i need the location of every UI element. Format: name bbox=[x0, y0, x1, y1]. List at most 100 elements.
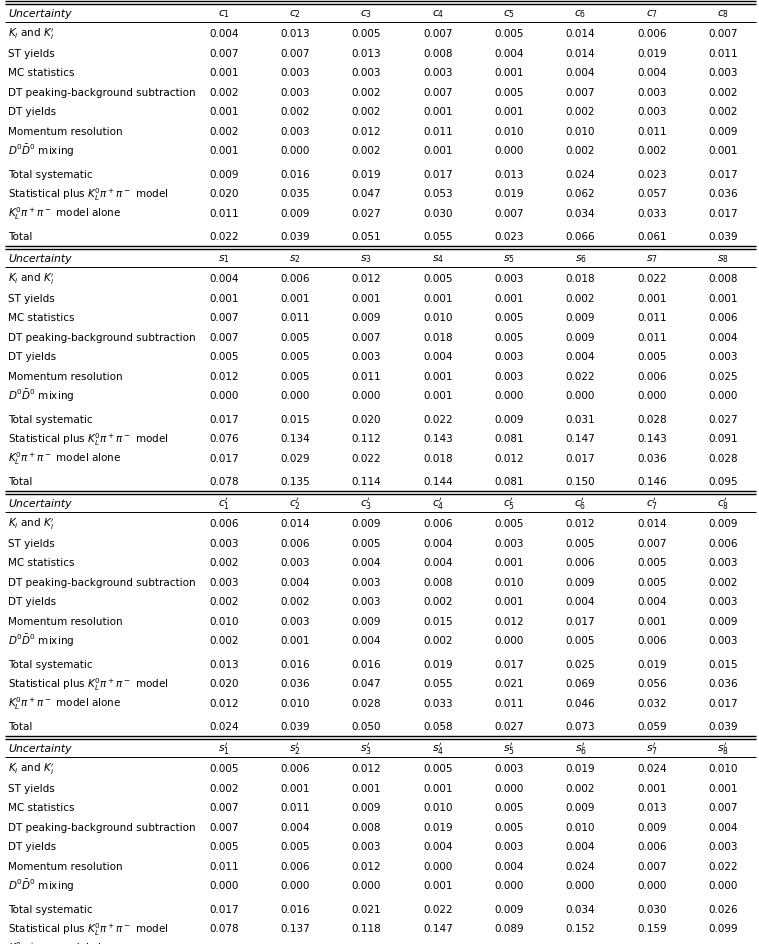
Text: 0.152: 0.152 bbox=[565, 923, 596, 934]
Text: 0.018: 0.018 bbox=[423, 332, 452, 343]
Text: 0.000: 0.000 bbox=[351, 881, 381, 890]
Text: 0.026: 0.026 bbox=[708, 903, 738, 914]
Text: 0.007: 0.007 bbox=[209, 332, 238, 343]
Text: 0.143: 0.143 bbox=[637, 434, 667, 444]
Text: 0.003: 0.003 bbox=[351, 577, 381, 587]
Text: 0.003: 0.003 bbox=[709, 597, 738, 607]
Text: 0.005: 0.005 bbox=[638, 577, 666, 587]
Text: 0.061: 0.061 bbox=[637, 232, 666, 242]
Text: Momentum resolution: Momentum resolution bbox=[8, 616, 123, 626]
Text: 0.017: 0.017 bbox=[423, 170, 452, 179]
Text: 0.001: 0.001 bbox=[638, 783, 666, 793]
Text: 0.004: 0.004 bbox=[709, 332, 738, 343]
Text: 0.004: 0.004 bbox=[494, 49, 524, 59]
Text: MC statistics: MC statistics bbox=[8, 68, 74, 78]
Text: 0.027: 0.027 bbox=[708, 414, 738, 424]
Text: $s^\prime_2$: $s^\prime_2$ bbox=[289, 741, 301, 757]
Text: 0.001: 0.001 bbox=[423, 107, 452, 117]
Text: 0.015: 0.015 bbox=[708, 659, 738, 669]
Text: 0.022: 0.022 bbox=[565, 371, 595, 381]
Text: 0.003: 0.003 bbox=[494, 538, 524, 548]
Text: 0.147: 0.147 bbox=[565, 434, 596, 444]
Text: $c_6$: $c_6$ bbox=[575, 8, 587, 21]
Text: 0.003: 0.003 bbox=[423, 68, 452, 78]
Text: 0.007: 0.007 bbox=[423, 88, 452, 97]
Text: 0.003: 0.003 bbox=[351, 841, 381, 851]
Text: 0.009: 0.009 bbox=[494, 903, 524, 914]
Text: 0.002: 0.002 bbox=[351, 88, 381, 97]
Text: 0.020: 0.020 bbox=[209, 679, 238, 688]
Text: 0.014: 0.014 bbox=[565, 29, 595, 40]
Text: 0.118: 0.118 bbox=[351, 923, 381, 934]
Text: 0.008: 0.008 bbox=[423, 49, 452, 59]
Text: 0.000: 0.000 bbox=[423, 861, 452, 870]
Text: 0.022: 0.022 bbox=[423, 903, 452, 914]
Text: 0.005: 0.005 bbox=[494, 822, 524, 832]
Text: 0.004: 0.004 bbox=[638, 68, 666, 78]
Text: 0.009: 0.009 bbox=[638, 822, 666, 832]
Text: 0.009: 0.009 bbox=[709, 518, 738, 529]
Text: 0.007: 0.007 bbox=[709, 29, 738, 40]
Text: 0.056: 0.056 bbox=[637, 679, 666, 688]
Text: 0.011: 0.011 bbox=[637, 332, 666, 343]
Text: 0.001: 0.001 bbox=[494, 597, 524, 607]
Text: 0.001: 0.001 bbox=[280, 635, 310, 646]
Text: 0.005: 0.005 bbox=[494, 312, 524, 323]
Text: 0.001: 0.001 bbox=[638, 294, 666, 303]
Text: 0.078: 0.078 bbox=[209, 477, 238, 487]
Text: 0.002: 0.002 bbox=[709, 577, 738, 587]
Text: 0.019: 0.019 bbox=[637, 659, 666, 669]
Text: $D^0\bar{D}^0$ mixing: $D^0\bar{D}^0$ mixing bbox=[8, 877, 74, 893]
Text: 0.002: 0.002 bbox=[638, 146, 666, 156]
Text: Uncertainty: Uncertainty bbox=[8, 254, 71, 264]
Text: 0.000: 0.000 bbox=[638, 391, 666, 401]
Text: 0.004: 0.004 bbox=[280, 577, 310, 587]
Text: 0.003: 0.003 bbox=[209, 538, 238, 548]
Text: $c_3$: $c_3$ bbox=[361, 8, 373, 21]
Text: 0.007: 0.007 bbox=[351, 332, 381, 343]
Text: 0.014: 0.014 bbox=[565, 49, 595, 59]
Text: 0.013: 0.013 bbox=[280, 29, 310, 40]
Text: $s_2$: $s_2$ bbox=[289, 253, 301, 265]
Text: DT yields: DT yields bbox=[8, 107, 56, 117]
Text: 0.051: 0.051 bbox=[351, 232, 381, 242]
Text: $c^\prime_2$: $c^\prime_2$ bbox=[289, 496, 301, 512]
Text: Total systematic: Total systematic bbox=[8, 170, 93, 179]
Text: 0.006: 0.006 bbox=[280, 861, 310, 870]
Text: 0.005: 0.005 bbox=[494, 332, 524, 343]
Text: 0.159: 0.159 bbox=[637, 923, 667, 934]
Text: 0.001: 0.001 bbox=[494, 68, 524, 78]
Text: 0.006: 0.006 bbox=[280, 538, 310, 548]
Text: 0.001: 0.001 bbox=[423, 146, 452, 156]
Text: ST yields: ST yields bbox=[8, 49, 55, 59]
Text: $D^0\bar{D}^0$ mixing: $D^0\bar{D}^0$ mixing bbox=[8, 632, 74, 649]
Text: $K^0_L\pi^+\pi^-$ model alone: $K^0_L\pi^+\pi^-$ model alone bbox=[8, 205, 121, 222]
Text: 0.024: 0.024 bbox=[565, 861, 595, 870]
Text: 0.010: 0.010 bbox=[494, 126, 524, 137]
Text: 0.024: 0.024 bbox=[209, 943, 238, 944]
Text: $D^0\bar{D}^0$ mixing: $D^0\bar{D}^0$ mixing bbox=[8, 388, 74, 404]
Text: 0.002: 0.002 bbox=[423, 597, 452, 607]
Text: 0.005: 0.005 bbox=[280, 332, 310, 343]
Text: $c_4$: $c_4$ bbox=[432, 8, 444, 21]
Text: 0.003: 0.003 bbox=[709, 635, 738, 646]
Text: 0.007: 0.007 bbox=[209, 312, 238, 323]
Text: 0.099: 0.099 bbox=[708, 923, 738, 934]
Text: 0.039: 0.039 bbox=[708, 232, 738, 242]
Text: 0.001: 0.001 bbox=[280, 783, 310, 793]
Text: 0.001: 0.001 bbox=[423, 294, 452, 303]
Text: 0.003: 0.003 bbox=[209, 577, 238, 587]
Text: 0.055: 0.055 bbox=[423, 232, 452, 242]
Text: 0.013: 0.013 bbox=[637, 802, 666, 813]
Text: 0.046: 0.046 bbox=[565, 698, 595, 708]
Text: 0.012: 0.012 bbox=[494, 616, 524, 626]
Text: 0.003: 0.003 bbox=[351, 68, 381, 78]
Text: 0.036: 0.036 bbox=[708, 679, 738, 688]
Text: 0.003: 0.003 bbox=[494, 841, 524, 851]
Text: 0.005: 0.005 bbox=[209, 352, 238, 362]
Text: 0.057: 0.057 bbox=[637, 189, 666, 199]
Text: 0.007: 0.007 bbox=[423, 29, 452, 40]
Text: 0.002: 0.002 bbox=[209, 558, 238, 567]
Text: 0.002: 0.002 bbox=[709, 107, 738, 117]
Text: 0.012: 0.012 bbox=[351, 861, 381, 870]
